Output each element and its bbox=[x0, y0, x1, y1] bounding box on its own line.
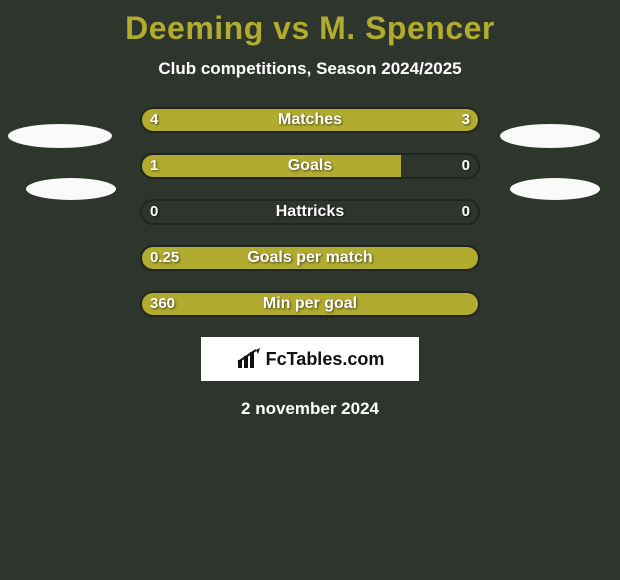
logo-box: FcTables.com bbox=[201, 337, 419, 381]
stat-value-left: 1 bbox=[150, 153, 158, 179]
stat-value-left: 0 bbox=[150, 199, 158, 225]
bar-left-fill bbox=[142, 293, 478, 315]
bar-track bbox=[140, 291, 480, 317]
stat-value-right: 0 bbox=[462, 153, 470, 179]
stat-value-right: 0 bbox=[462, 199, 470, 225]
stat-value-left: 0.25 bbox=[150, 245, 179, 271]
logo-text: FcTables.com bbox=[266, 349, 385, 370]
decorative-ellipse bbox=[26, 178, 116, 200]
subtitle: Club competitions, Season 2024/2025 bbox=[0, 59, 620, 79]
stat-value-left: 360 bbox=[150, 291, 175, 317]
stat-row: Goals10 bbox=[0, 153, 620, 179]
stat-row: Min per goal360 bbox=[0, 291, 620, 317]
bar-right-fill bbox=[334, 109, 478, 131]
bar-track bbox=[140, 153, 480, 179]
page-title: Deeming vs M. Spencer bbox=[0, 0, 620, 47]
stat-row: Goals per match0.25 bbox=[0, 245, 620, 271]
bar-left-fill bbox=[142, 155, 401, 177]
date-label: 2 november 2024 bbox=[0, 399, 620, 419]
bar-track bbox=[140, 245, 480, 271]
bar-left-fill bbox=[142, 109, 334, 131]
stat-row: Hattricks00 bbox=[0, 199, 620, 225]
stat-value-right: 3 bbox=[462, 107, 470, 133]
bar-track bbox=[140, 199, 480, 225]
logo-chart-icon bbox=[236, 348, 262, 370]
bar-track bbox=[140, 107, 480, 133]
stat-value-left: 4 bbox=[150, 107, 158, 133]
decorative-ellipse bbox=[510, 178, 600, 200]
bar-left-fill bbox=[142, 247, 478, 269]
decorative-ellipse bbox=[8, 124, 112, 148]
decorative-ellipse bbox=[500, 124, 600, 148]
